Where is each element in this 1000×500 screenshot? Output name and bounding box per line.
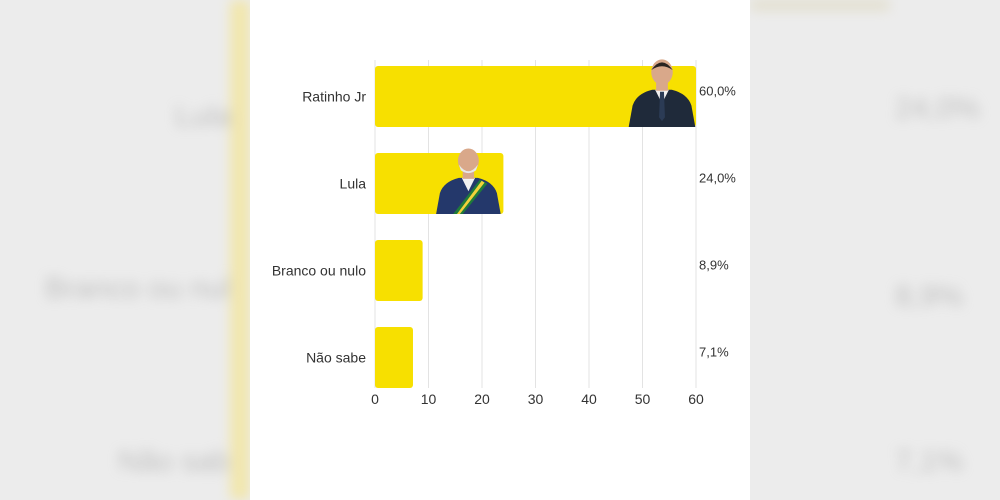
bar: [375, 240, 423, 301]
tie-shape: [659, 91, 665, 122]
lula-photo-icon: [436, 148, 501, 214]
bar: [375, 327, 413, 388]
x-tick-label: 10: [421, 391, 437, 407]
ghost-label: 8,9%: [895, 280, 964, 313]
bar: [375, 66, 696, 127]
value-label: 8,9%: [699, 258, 729, 273]
ghost-bar: [230, 0, 250, 500]
head-shape: [457, 148, 479, 174]
value-label: 7,1%: [699, 345, 729, 360]
category-label: Não sabe: [306, 350, 366, 366]
x-tick-label: 40: [581, 391, 597, 407]
chart-card: 0 10 20 30 40 50 60 Ratinho Jr 60,0% Lula 24,0% Bra…: [250, 0, 750, 500]
category-label: Ratinho Jr: [302, 89, 366, 105]
hair-shape: [651, 62, 673, 71]
sash-stripe-shape: [457, 180, 485, 214]
x-tick-label: 30: [528, 391, 544, 407]
neck-shape: [462, 170, 475, 179]
shirt-shape: [461, 177, 476, 192]
category-label: Lula: [340, 176, 367, 192]
ghost-label: 7,1%: [895, 445, 964, 478]
ghost-label: 24,0%: [895, 92, 981, 125]
x-tick-label: 60: [688, 391, 704, 407]
ghost-bar: [750, 0, 890, 10]
value-label: 60,0%: [699, 84, 736, 99]
ratinho-jr-photo-icon: [628, 59, 696, 127]
beard-shape: [458, 164, 478, 174]
ghost-label: Lula: [175, 100, 232, 133]
neck-shape: [656, 81, 668, 91]
x-tick-label: 0: [371, 391, 379, 407]
ghost-label: Branco ou nulo: [45, 272, 247, 305]
ghost-label: Não sabe: [118, 445, 247, 478]
x-tick-label: 50: [635, 391, 651, 407]
value-label: 24,0%: [699, 171, 736, 186]
bar-chart: 0 10 20 30 40 50 60 Ratinho Jr 60,0% Lula 24,0% Bra…: [272, 59, 736, 407]
x-tick-label: 20: [474, 391, 490, 407]
category-label: Branco ou nulo: [272, 263, 366, 279]
